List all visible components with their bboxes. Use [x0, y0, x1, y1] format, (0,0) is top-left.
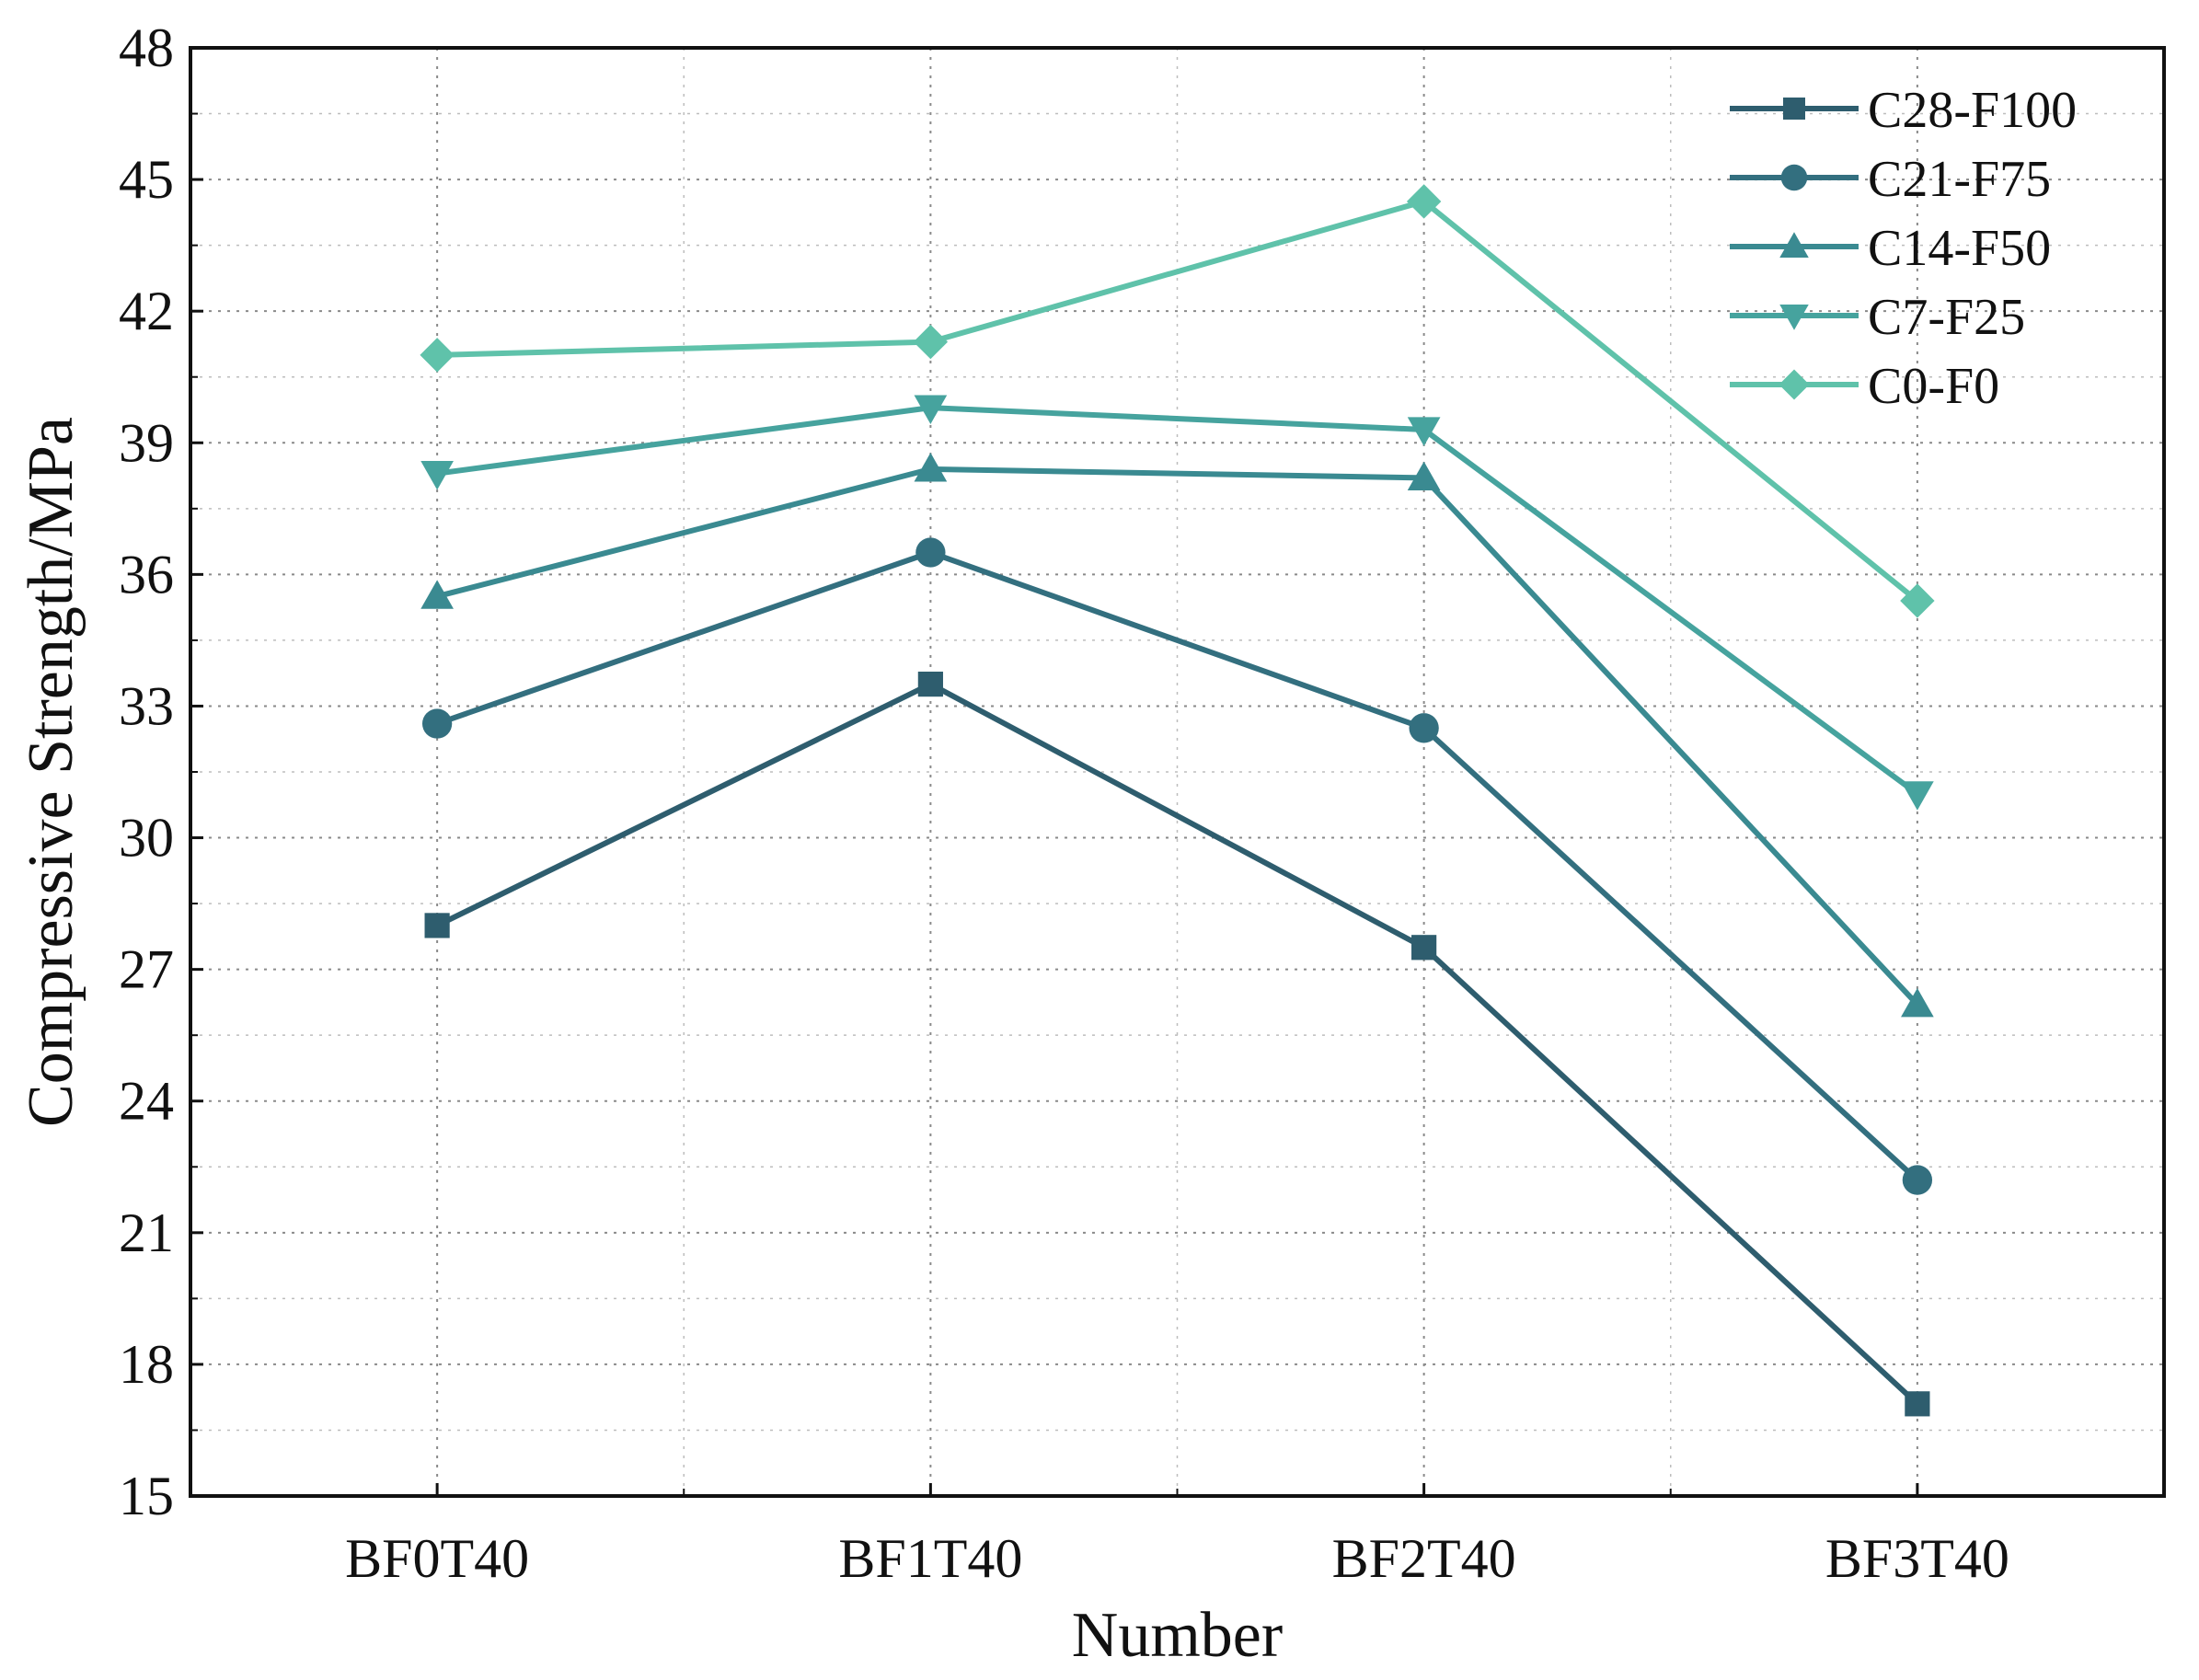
- grid: [190, 48, 2164, 1496]
- data-point: [424, 913, 450, 938]
- y-tick-label: 21: [119, 1202, 174, 1263]
- legend-label: C7-F25: [1868, 289, 2025, 346]
- legend-label: C28-F100: [1868, 82, 2077, 139]
- series-line: [436, 549, 1919, 1182]
- y-tick-label: 42: [119, 281, 174, 341]
- x-tick-label: BF0T40: [345, 1528, 529, 1589]
- series-C7-F25: [420, 395, 1934, 811]
- legend-marker: [1783, 98, 1805, 120]
- legend-item: C7-F25: [1730, 289, 2025, 346]
- data-point: [1900, 583, 1935, 618]
- data-point: [1901, 781, 1934, 811]
- series: [420, 184, 1935, 1417]
- data-point: [1407, 461, 1441, 491]
- data-point: [421, 708, 453, 739]
- x-tick-label: BF1T40: [838, 1528, 1022, 1589]
- series-C0-F0: [420, 184, 1935, 618]
- x-tick-label: BF2T40: [1332, 1528, 1516, 1589]
- series-line: [436, 466, 1920, 1007]
- data-point: [1406, 184, 1442, 219]
- y-tick-label: 33: [119, 675, 174, 736]
- legend-label: C14-F50: [1868, 220, 2051, 277]
- y-tick-label: 27: [119, 939, 174, 1000]
- legend: C28-F100 C21-F75 C14-F50 C7-F25 C0-F0: [1730, 82, 2077, 415]
- y-tick-label: 24: [119, 1071, 174, 1132]
- y-tick-label: 45: [119, 149, 174, 210]
- y-tick-label: 30: [119, 808, 174, 869]
- legend-label: C21-F75: [1868, 151, 2051, 208]
- data-point: [420, 338, 455, 373]
- axes: 15 18 21 24 27 30 33 36 39 42 45 48 BF0T40 BF1T40 BF2T…: [119, 17, 2009, 1589]
- legend-marker: [1779, 305, 1809, 330]
- data-point: [1411, 935, 1437, 961]
- series-C21-F75: [421, 537, 1933, 1195]
- series-line: [436, 405, 1919, 797]
- data-point: [1902, 1165, 1933, 1195]
- y-axis-title: Compressive Strength/MPa: [16, 417, 86, 1127]
- legend-label: C0-F0: [1868, 358, 1999, 415]
- data-point: [1905, 1391, 1930, 1417]
- y-tick-label: 39: [119, 412, 174, 473]
- data-point: [1407, 417, 1441, 446]
- x-axis-title: Number: [1072, 1600, 1283, 1671]
- data-point: [915, 537, 946, 568]
- data-point: [914, 453, 948, 482]
- legend-marker: [1779, 369, 1810, 400]
- y-tick-label: 36: [119, 544, 174, 604]
- legend-item: C21-F75: [1730, 151, 2051, 208]
- data-point: [914, 395, 948, 424]
- legend-item: C0-F0: [1730, 358, 1999, 415]
- series-line: [437, 198, 1919, 604]
- data-point: [913, 324, 949, 360]
- data-point: [1409, 713, 1439, 743]
- data-point: [1901, 987, 1934, 1018]
- y-tick-label: 18: [119, 1334, 174, 1395]
- series-C28-F100: [424, 672, 1930, 1417]
- legend-marker: [1779, 232, 1809, 258]
- data-point: [420, 461, 454, 490]
- y-tick-label: 15: [119, 1466, 174, 1526]
- data-point: [917, 672, 943, 697]
- legend-item: C14-F50: [1730, 220, 2051, 277]
- series-C14-F50: [420, 453, 1934, 1018]
- series-line: [435, 681, 1919, 1407]
- x-tick-label: BF3T40: [1825, 1528, 2009, 1589]
- legend-item: C28-F100: [1730, 82, 2077, 139]
- legend-marker: [1780, 164, 1808, 191]
- y-tick-label: 48: [119, 17, 174, 78]
- data-point: [420, 580, 454, 609]
